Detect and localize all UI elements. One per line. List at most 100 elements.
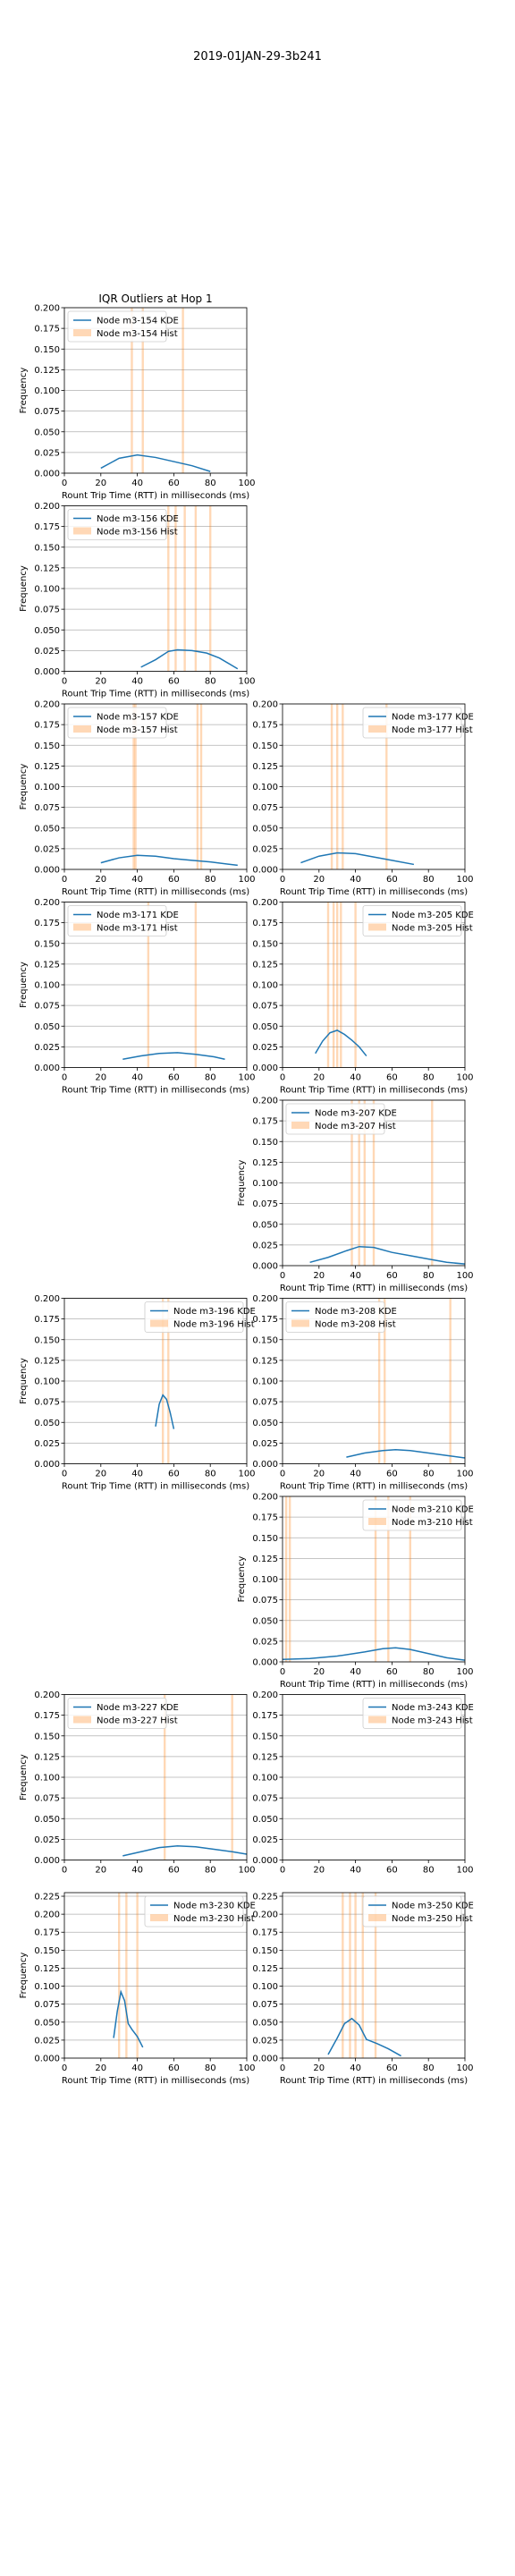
x-tick-label: 60: [168, 875, 180, 885]
y-tick-label: 0.200: [34, 502, 60, 512]
x-tick-label: 0: [280, 875, 285, 885]
y-tick-label: 0.175: [34, 919, 60, 928]
y-tick-label: 0.075: [34, 1398, 60, 1408]
hist-bar: [372, 1100, 376, 1266]
legend-kde-label: Node m3-227 KDE: [97, 1703, 179, 1713]
legend-box: [362, 1895, 462, 1928]
axes-frame: [282, 1694, 466, 1860]
y-tick-label: 0.050: [34, 2018, 60, 2028]
y-tick-label: 0.175: [252, 1711, 278, 1721]
x-axis-label: Rount Trip Time (RTT) in milliseconds (m…: [280, 1284, 468, 1293]
legend-hist-swatch: [73, 329, 91, 336]
y-tick-label: 0.200: [34, 1690, 60, 1700]
legend-hist-swatch: [368, 1914, 386, 1921]
legend-kde-label: Node m3-208 KDE: [315, 1307, 397, 1317]
y-axis-label: Frequency: [19, 764, 29, 810]
x-tick-label: 40: [131, 875, 143, 885]
y-tick-label: 0.125: [252, 1555, 278, 1564]
y-tick-label: 0.225: [34, 1893, 60, 1902]
hist-bar: [134, 704, 137, 869]
hist-bar: [332, 902, 335, 1068]
legend-hist-swatch: [291, 1319, 309, 1327]
y-tick-label: 0.025: [252, 844, 278, 854]
y-tick-label: 0.100: [34, 783, 60, 792]
legend: Node m3-171 KDE Node m3-171 Hist: [67, 905, 179, 936]
y-tick-label: 0.075: [252, 1596, 278, 1606]
y-tick-label: 0.050: [252, 2018, 278, 2028]
y-tick-label: 0.000: [34, 470, 60, 479]
legend: Node m3-227 KDE Node m3-227 Hist: [67, 1698, 179, 1729]
y-tick-label: 0.075: [252, 1002, 278, 1012]
x-tick-label: 80: [205, 875, 216, 885]
y-tick-label: 0.050: [252, 1616, 278, 1626]
legend-kde-label: Node m3-171 KDE: [97, 911, 179, 920]
legend-hist-swatch: [368, 1716, 386, 1724]
x-tick-label: 40: [350, 1866, 361, 1876]
legend-box: [67, 509, 167, 540]
x-tick-label: 40: [350, 1470, 361, 1479]
legend-hist-label: Node m3-210 Hist: [392, 1518, 473, 1528]
y-axis-label: Frequency: [237, 1160, 247, 1207]
y-tick-label: 0.150: [252, 1946, 278, 1956]
x-tick-label: 0: [280, 1271, 285, 1281]
x-tick-label: 100: [456, 875, 473, 885]
hist-bar: [349, 1893, 351, 2058]
x-tick-label: 100: [238, 479, 255, 488]
hist-bar: [377, 1298, 381, 1464]
x-tick-label: 0: [62, 1073, 67, 1083]
y-tick-label: 0.075: [34, 1002, 60, 1012]
hist-bar: [354, 902, 357, 1068]
hist-bar: [125, 1893, 128, 2058]
hist-bar: [374, 1496, 377, 1662]
subplot-7: 0.000 0.025 0.050 0.075 0.100 0.125 0.150 0.175…: [19, 1294, 256, 1492]
y-tick-label: 0.200: [34, 1294, 60, 1304]
x-tick-label: 40: [131, 2063, 143, 2073]
legend-hist-swatch: [150, 1914, 168, 1921]
x-tick-label: 100: [238, 2063, 255, 2073]
kde-line: [315, 1030, 367, 1057]
x-axis-label: Rount Trip Time (RTT) in milliseconds (m…: [280, 1482, 468, 1492]
x-tick-label: 0: [280, 1073, 285, 1083]
y-tick-label: 0.150: [252, 1534, 278, 1544]
x-tick-label: 0: [62, 479, 67, 488]
y-tick-label: 0.150: [252, 1335, 278, 1345]
y-tick-label: 0.100: [252, 1982, 278, 1992]
legend-hist-label: Node m3-154 Hist: [97, 329, 178, 339]
x-tick-label: 60: [168, 2063, 180, 2073]
hist-bar: [131, 308, 133, 473]
x-tick-label: 20: [95, 677, 106, 687]
subplot-8: 0.000 0.025 0.050 0.075 0.100 0.125 0.150 0.175…: [252, 1294, 473, 1492]
x-tick-label: 80: [423, 1073, 435, 1083]
y-tick-label: 0.100: [252, 1179, 278, 1189]
y-tick-label: 0.200: [252, 1690, 278, 1700]
x-tick-label: 20: [95, 2063, 106, 2073]
y-tick-label: 0.075: [34, 803, 60, 813]
y-tick-label: 0.000: [34, 2055, 60, 2064]
y-tick-label: 0.200: [252, 1097, 278, 1106]
y-tick-label: 0.050: [34, 1022, 60, 1032]
axes-frame: [63, 1892, 248, 2059]
y-tick-label: 0.050: [252, 1815, 278, 1825]
x-tick-label: 20: [95, 1866, 106, 1876]
x-tick-label: 100: [238, 875, 255, 885]
hist-bar: [354, 1893, 357, 2058]
kde-line: [346, 1449, 466, 1459]
y-tick-label: 0.125: [252, 1158, 278, 1168]
subplot-11: 0.000 0.025 0.050 0.075 0.100 0.125 0.150 0.175…: [252, 1690, 473, 1876]
x-axis-label: Rount Trip Time (RTT) in milliseconds (m…: [62, 690, 249, 699]
hist-bar: [161, 1298, 165, 1464]
x-tick-label: 60: [386, 2063, 398, 2073]
hist-bar: [385, 704, 388, 869]
y-tick-label: 0.000: [252, 866, 278, 876]
y-tick-label: 0.075: [252, 2000, 278, 2010]
subplot-6: 0.000 0.025 0.050 0.075 0.100 0.125 0.150 0.175…: [237, 1097, 474, 1294]
y-tick-label: 0.100: [252, 783, 278, 792]
y-tick-label: 0.100: [252, 1575, 278, 1585]
legend-box: [285, 1301, 385, 1333]
y-tick-label: 0.000: [252, 1063, 278, 1073]
hist-bar: [350, 1100, 353, 1266]
hist-bar: [136, 1893, 139, 2058]
y-tick-label: 0.100: [252, 1774, 278, 1784]
subplot-3: 0.000 0.025 0.050 0.075 0.100 0.125 0.150 0.175…: [252, 700, 473, 898]
y-tick-label: 0.175: [252, 1117, 278, 1127]
